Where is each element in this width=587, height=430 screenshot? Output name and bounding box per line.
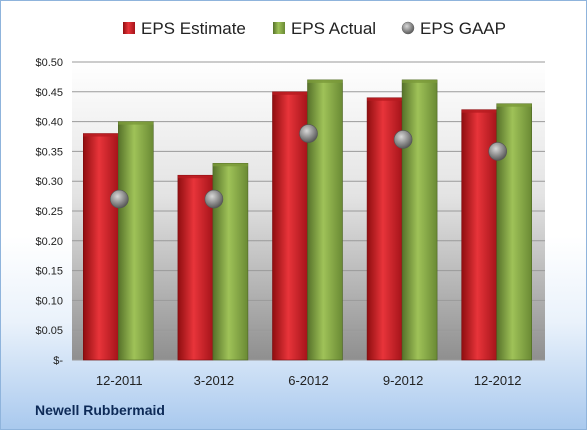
eps-actual-bar-cap (402, 79, 438, 83)
legend-label: EPS Estimate (141, 19, 246, 38)
eps-estimate-bar-cap (83, 133, 119, 137)
eps-gaap-marker (299, 124, 318, 143)
legend-swatch-actual (273, 22, 285, 34)
y-tick-label: $0.25 (35, 206, 63, 218)
eps-actual-bar-cap (212, 163, 248, 167)
y-tick-label: $0.35 (35, 146, 63, 158)
gaap-markers (110, 124, 508, 209)
eps-estimate-bar-cap (461, 109, 497, 113)
legend-swatch-estimate (123, 22, 135, 34)
bars (83, 79, 533, 361)
x-category-label: 9-2012 (383, 373, 423, 388)
eps-estimate-bar (83, 133, 119, 361)
legend-swatch-gaap (401, 21, 415, 35)
x-axis: 12-2011 3-2012 6-2012 9-2012 12-2012 (96, 373, 522, 388)
eps-gaap-marker (393, 130, 413, 149)
x-category-label: 6-2012 (288, 373, 328, 388)
y-axis: $- $0.05 $0.10 $0.15 $0.20 $0.25 $0.30 $0.35 $0.… (35, 57, 63, 367)
y-tick-label: $- (53, 355, 63, 367)
eps-gaap-marker (488, 142, 508, 161)
company-name: Newell Rubbermaid (35, 402, 165, 418)
y-tick-label: $0.05 (35, 325, 63, 337)
y-tick-label: $0.10 (35, 295, 63, 307)
legend: EPS Estimate EPS Actual EPS GAAP (123, 19, 506, 38)
legend-label: EPS Actual (291, 19, 376, 38)
eps-estimate-bar-cap (177, 175, 213, 179)
eps-actual-bar (118, 121, 154, 361)
y-tick-label: $0.50 (35, 57, 63, 69)
x-category-label: 3-2012 (194, 373, 234, 388)
eps-gaap-marker (204, 189, 224, 209)
eps-estimate-bar-cap (367, 97, 403, 101)
y-tick-label: $0.15 (35, 266, 63, 278)
x-category-label: 12-2012 (474, 373, 522, 388)
eps-gaap-marker (110, 189, 129, 209)
eps-actual-bar (401, 79, 438, 361)
eps-actual-bar (496, 103, 533, 361)
y-tick-label: $0.30 (35, 176, 63, 188)
y-tick-label: $0.40 (35, 117, 63, 129)
eps-actual-bar (307, 79, 343, 361)
y-tick-label: $0.45 (35, 87, 63, 99)
legend-label: EPS GAAP (420, 19, 506, 38)
eps-actual-bar-cap (496, 103, 532, 107)
x-category-label: 12-2011 (96, 373, 143, 388)
eps-estimate-bar-cap (272, 91, 308, 95)
eps-actual-bar-cap (307, 79, 343, 83)
eps-actual-bar-cap (118, 121, 154, 125)
y-tick-label: $0.20 (35, 236, 63, 248)
